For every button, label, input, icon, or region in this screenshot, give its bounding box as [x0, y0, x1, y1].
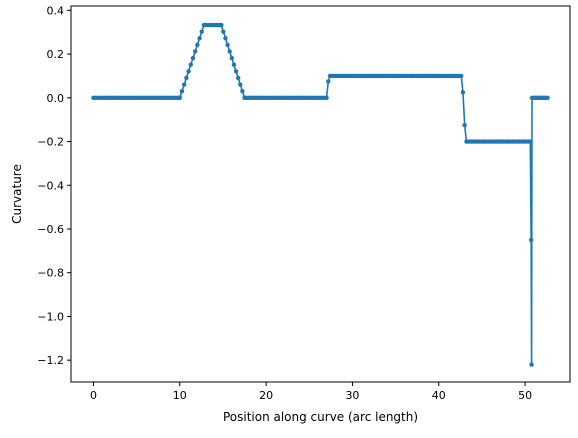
data-point: [225, 42, 230, 48]
y-tick-label: −0.8: [37, 267, 64, 280]
plot-series: [91, 22, 550, 367]
x-tick-label: 0: [90, 389, 97, 402]
x-tick-label: 20: [259, 389, 273, 402]
data-point: [324, 95, 329, 101]
y-tick-label: −1.0: [37, 310, 64, 323]
data-point: [227, 49, 232, 54]
data-point: [181, 82, 187, 87]
series-line: [93, 24, 548, 366]
data-point: [197, 36, 202, 41]
data-point: [235, 75, 241, 81]
y-axis-label: Curvature: [10, 164, 24, 224]
data-point: [462, 122, 467, 128]
data-point: [528, 139, 533, 144]
data-point: [545, 95, 550, 101]
data-point: [459, 73, 464, 79]
x-tick-label: 40: [432, 389, 446, 402]
data-point: [179, 89, 185, 94]
y-tick-label: 0.2: [47, 48, 65, 61]
y-tick-label: −1.2: [37, 354, 64, 367]
data-point: [177, 95, 182, 101]
data-point: [528, 237, 534, 243]
data-point: [195, 42, 200, 48]
data-point: [184, 75, 189, 81]
plot-area-frame: [70, 5, 571, 383]
data-point: [229, 55, 235, 61]
data-point: [219, 22, 224, 28]
data-point: [460, 90, 466, 95]
data-point: [188, 62, 193, 67]
data-point: [186, 69, 191, 74]
x-tick-label: 50: [518, 389, 532, 402]
data-point: [233, 69, 239, 74]
data-point: [529, 362, 534, 367]
data-point: [223, 36, 228, 41]
y-axis-ticks: 0.4 0.2 0.0 −0.2 −0.4 −0.6 −0.8 −1.0 −1.2: [37, 4, 71, 367]
data-point: [199, 29, 204, 34]
y-tick-label: −0.2: [37, 136, 64, 149]
data-point: [221, 29, 226, 34]
data-point: [192, 49, 198, 54]
x-tick-label: 10: [173, 389, 187, 402]
y-tick-label: −0.6: [37, 223, 64, 236]
data-point: [240, 89, 245, 94]
data-point: [238, 82, 243, 87]
x-axis-label: Position along curve (arc length): [223, 410, 418, 424]
y-tick-label: −0.4: [37, 179, 64, 192]
y-tick-label: 0.4: [47, 4, 65, 17]
x-axis-ticks: 0 10 20 30 40 50: [90, 382, 532, 402]
data-point: [190, 55, 196, 61]
data-point: [326, 79, 331, 84]
x-tick-label: 30: [345, 389, 359, 402]
data-point: [231, 62, 237, 67]
y-tick-label: 0.0: [47, 92, 65, 105]
